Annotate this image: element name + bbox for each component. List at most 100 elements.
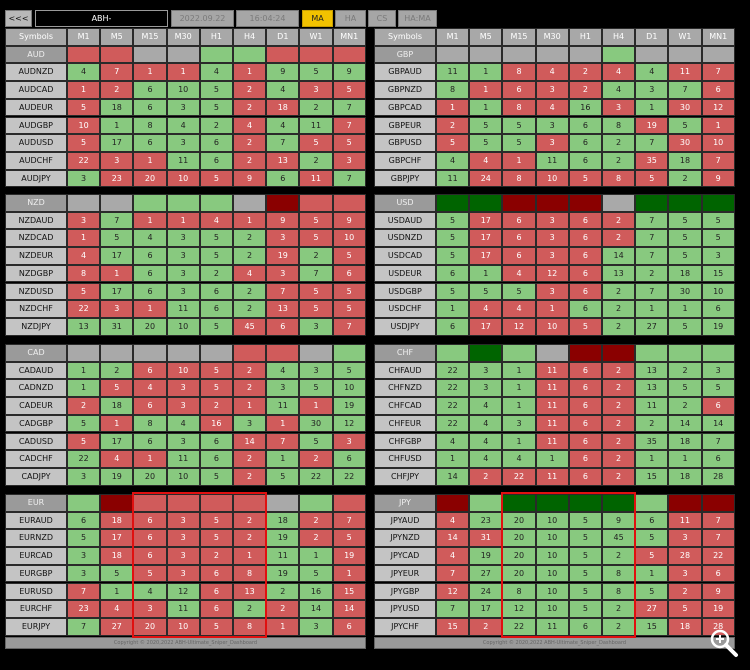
- signal-cell[interactable]: 5: [436, 211, 470, 230]
- signal-cell[interactable]: 2: [668, 361, 702, 380]
- signal-cell[interactable]: 4: [602, 81, 636, 99]
- signal-cell[interactable]: 10: [535, 317, 569, 336]
- signal-cell[interactable]: 2: [199, 397, 233, 415]
- signal-cell[interactable]: 7: [635, 229, 669, 248]
- signal-cell[interactable]: 5: [469, 116, 503, 135]
- signal-cell[interactable]: 23: [67, 600, 101, 618]
- signal-cell[interactable]: 4: [469, 432, 503, 451]
- signal-cell[interactable]: 4: [266, 81, 300, 99]
- signal-cell[interactable]: 2: [602, 151, 636, 170]
- pair-label-usdjpy[interactable]: USDJPY: [374, 317, 436, 336]
- signal-cell[interactable]: 6: [332, 450, 366, 468]
- signal-cell[interactable]: 7: [701, 529, 735, 548]
- signal-cell[interactable]: 22: [67, 300, 101, 318]
- signal-cell[interactable]: 7: [266, 282, 300, 301]
- signal-cell[interactable]: 2: [233, 247, 267, 265]
- signal-cell[interactable]: 7: [100, 63, 134, 82]
- signal-cell[interactable]: 6: [568, 432, 602, 451]
- signal-cell[interactable]: 1: [469, 81, 503, 99]
- signal-cell[interactable]: 5: [199, 511, 233, 530]
- pair-label-cadchf[interactable]: CADCHF: [5, 450, 67, 468]
- signal-cell[interactable]: 5: [299, 564, 333, 583]
- signal-cell[interactable]: 16: [199, 414, 233, 433]
- signal-cell[interactable]: 4: [100, 600, 134, 618]
- signal-cell[interactable]: 11: [535, 397, 569, 415]
- signal-cell[interactable]: 1: [502, 397, 536, 415]
- signal-cell[interactable]: 3: [535, 81, 569, 99]
- signal-cell[interactable]: 5: [668, 211, 702, 230]
- signal-cell[interactable]: 3: [299, 317, 333, 336]
- signal-cell[interactable]: 2: [100, 361, 134, 380]
- signal-cell[interactable]: 6: [332, 264, 366, 283]
- signal-cell[interactable]: 5: [199, 617, 233, 636]
- signal-cell[interactable]: 11: [299, 116, 333, 135]
- signal-cell[interactable]: 6: [266, 169, 300, 188]
- signal-cell[interactable]: 1: [469, 98, 503, 117]
- signal-cell[interactable]: 3: [100, 300, 134, 318]
- signal-cell[interactable]: 1: [133, 63, 167, 82]
- signal-cell[interactable]: 17: [100, 134, 134, 152]
- signal-cell[interactable]: 19: [266, 564, 300, 583]
- signal-cell[interactable]: 11: [535, 414, 569, 433]
- signal-cell[interactable]: 1: [299, 547, 333, 565]
- signal-cell[interactable]: 5: [568, 564, 602, 583]
- signal-cell[interactable]: 5: [299, 300, 333, 318]
- signal-cell[interactable]: 15: [701, 264, 735, 283]
- signal-cell[interactable]: 5: [266, 467, 300, 486]
- signal-cell[interactable]: 22: [502, 467, 536, 486]
- signal-cell[interactable]: 2: [233, 81, 267, 99]
- zoom-in-icon[interactable]: [709, 628, 739, 658]
- signal-cell[interactable]: 8: [502, 63, 536, 82]
- signal-cell[interactable]: 20: [133, 317, 167, 336]
- pair-label-audeur[interactable]: AUDEUR: [5, 98, 67, 117]
- signal-cell[interactable]: 2: [299, 529, 333, 548]
- signal-cell[interactable]: 3: [602, 98, 636, 117]
- signal-cell[interactable]: 17: [100, 247, 134, 265]
- signal-cell[interactable]: 4: [133, 379, 167, 398]
- signal-cell[interactable]: 8: [233, 617, 267, 636]
- signal-cell[interactable]: 1: [100, 264, 134, 283]
- signal-cell[interactable]: 3: [535, 116, 569, 135]
- signal-cell[interactable]: 2: [233, 229, 267, 248]
- signal-cell[interactable]: 4: [436, 511, 470, 530]
- signal-cell[interactable]: 6: [701, 300, 735, 318]
- signal-cell[interactable]: 3: [502, 414, 536, 433]
- signal-cell[interactable]: 10: [166, 169, 200, 188]
- signal-cell[interactable]: 30: [299, 414, 333, 433]
- signal-cell[interactable]: 20: [133, 467, 167, 486]
- signal-cell[interactable]: 10: [166, 81, 200, 99]
- signal-cell[interactable]: 8: [133, 116, 167, 135]
- signal-cell[interactable]: 17: [469, 211, 503, 230]
- tab-ma[interactable]: MA: [302, 10, 333, 27]
- signal-cell[interactable]: 2: [668, 582, 702, 601]
- signal-cell[interactable]: 2: [635, 414, 669, 433]
- signal-cell[interactable]: 4: [233, 116, 267, 135]
- signal-cell[interactable]: 3: [233, 414, 267, 433]
- signal-cell[interactable]: 7: [701, 63, 735, 82]
- signal-cell[interactable]: 5: [668, 229, 702, 248]
- signal-cell[interactable]: 28: [701, 467, 735, 486]
- signal-cell[interactable]: 11: [266, 547, 300, 565]
- signal-cell[interactable]: 1: [635, 98, 669, 117]
- signal-cell[interactable]: 1: [535, 450, 569, 468]
- signal-cell[interactable]: 1: [469, 63, 503, 82]
- signal-cell[interactable]: 3: [635, 81, 669, 99]
- signal-cell[interactable]: 31: [100, 317, 134, 336]
- signal-cell[interactable]: 1: [668, 450, 702, 468]
- signal-cell[interactable]: 19: [635, 116, 669, 135]
- signal-cell[interactable]: 16: [299, 582, 333, 601]
- signal-cell[interactable]: 4: [502, 264, 536, 283]
- signal-cell[interactable]: 4: [67, 63, 101, 82]
- signal-cell[interactable]: 28: [701, 617, 735, 636]
- pair-label-audchf[interactable]: AUDCHF: [5, 151, 67, 170]
- signal-cell[interactable]: 5: [502, 116, 536, 135]
- signal-cell[interactable]: 20: [502, 511, 536, 530]
- signal-cell[interactable]: 2: [602, 282, 636, 301]
- signal-cell[interactable]: 3: [535, 282, 569, 301]
- signal-cell[interactable]: 10: [701, 282, 735, 301]
- pair-label-cadeur[interactable]: CADEUR: [5, 397, 67, 415]
- signal-cell[interactable]: 1: [635, 564, 669, 583]
- signal-cell[interactable]: 7: [635, 134, 669, 152]
- signal-cell[interactable]: 3: [166, 547, 200, 565]
- signal-cell[interactable]: 6: [568, 264, 602, 283]
